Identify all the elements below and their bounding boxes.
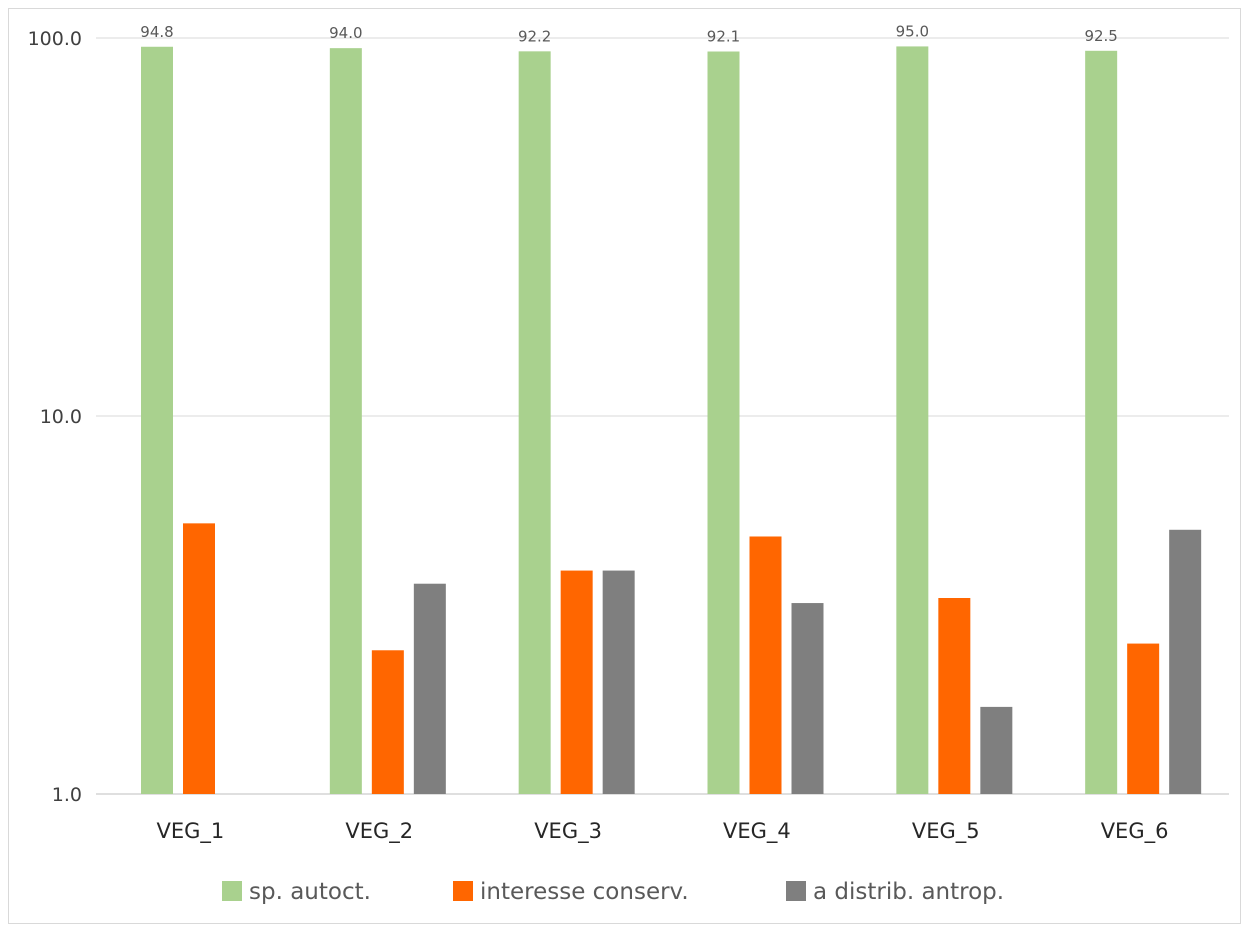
data-label: 94.0 <box>329 24 362 42</box>
category-label: VEG_2 <box>345 819 413 844</box>
legend-swatch-sp-autoct <box>222 881 242 901</box>
y-tick-label: 1.0 <box>52 784 82 806</box>
bar-sp-autoct-veg-5 <box>896 46 929 795</box>
bar-interesse-conserv-veg-3 <box>560 570 593 794</box>
data-label: 92.5 <box>1084 27 1117 45</box>
bar-a-distrib-antrop-veg-5 <box>980 706 1013 794</box>
category-label: VEG_6 <box>1101 819 1169 844</box>
legend-label-a-distrib-antrop: a distrib. antrop. <box>813 879 1004 905</box>
legend-label-sp-autoct: sp. autoct. <box>249 879 371 905</box>
data-label: 92.1 <box>707 28 740 46</box>
y-tick-label: 10.0 <box>40 406 82 428</box>
y-tick-label: 100.0 <box>28 28 82 50</box>
category-label: VEG_4 <box>723 819 791 844</box>
data-label: 94.8 <box>140 23 173 41</box>
legend-label-interesse-conserv: interesse conserv. <box>480 879 689 905</box>
legend-swatch-a-distrib-antrop <box>786 881 806 901</box>
data-label: 95.0 <box>896 22 929 40</box>
legend: sp. autoct. interesse conserv. a distrib. … <box>222 879 1004 905</box>
y-axis-ticks: 1.0 10.0 100.0 <box>28 28 82 806</box>
bar-sp-autoct-veg-1 <box>141 46 173 794</box>
bar-a-distrib-antrop-veg-3 <box>602 570 635 794</box>
data-labels: 94.8 94.0 92.2 92.1 95.0 92.5 <box>140 22 1118 45</box>
bar-a-distrib-antrop-veg-2 <box>413 583 446 794</box>
category-label: VEG_1 <box>157 819 225 844</box>
legend-swatch-interesse-conserv <box>453 881 473 901</box>
bar-a-distrib-antrop-veg-6 <box>1169 529 1202 794</box>
bar-a-distrib-antrop-veg-4 <box>791 603 824 794</box>
bar-sp-autoct-veg-3 <box>518 51 551 794</box>
bar-interesse-conserv-veg-5 <box>938 598 971 794</box>
bar-interesse-conserv-veg-6 <box>1127 643 1160 794</box>
category-label: VEG_3 <box>534 819 602 844</box>
data-label: 92.2 <box>518 27 551 45</box>
category-label: VEG_5 <box>912 819 980 844</box>
bar-interesse-conserv-veg-4 <box>749 536 782 794</box>
bars <box>141 46 1202 795</box>
bar-sp-autoct-veg-6 <box>1085 50 1118 795</box>
bar-sp-autoct-veg-2 <box>329 48 362 795</box>
bar-sp-autoct-veg-4 <box>707 51 740 794</box>
bar-interesse-conserv-veg-1 <box>183 523 215 794</box>
gridlines <box>96 37 1229 795</box>
category-labels: VEG_1 VEG_2 VEG_3 VEG_4 VEG_5 VEG_6 <box>157 819 1169 844</box>
bar-interesse-conserv-veg-2 <box>371 650 404 794</box>
